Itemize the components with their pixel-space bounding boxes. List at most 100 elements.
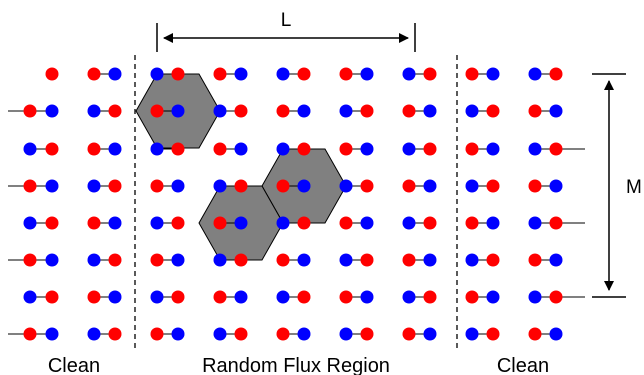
- blue-site: [234, 290, 248, 304]
- red-site: [108, 253, 122, 267]
- red-site: [549, 67, 563, 81]
- blue-site: [549, 327, 563, 341]
- blue-site: [108, 290, 122, 304]
- blue-site: [171, 327, 185, 341]
- blue-site: [465, 179, 479, 193]
- blue-site: [339, 327, 353, 341]
- height-label: M: [626, 177, 642, 198]
- red-site: [549, 142, 563, 156]
- blue-site: [150, 67, 164, 81]
- red-site: [108, 179, 122, 193]
- blue-site: [171, 104, 185, 118]
- red-site: [150, 179, 164, 193]
- blue-site: [339, 104, 353, 118]
- blue-site: [276, 142, 290, 156]
- blue-site: [87, 179, 101, 193]
- blue-site: [150, 290, 164, 304]
- red-site: [234, 179, 248, 193]
- blue-site: [528, 142, 542, 156]
- red-site: [213, 67, 227, 81]
- blue-site: [528, 67, 542, 81]
- red-site: [402, 253, 416, 267]
- red-site: [423, 67, 437, 81]
- red-site: [171, 142, 185, 156]
- red-site: [486, 104, 500, 118]
- blue-site: [528, 290, 542, 304]
- red-site: [339, 67, 353, 81]
- height-dimension: M: [592, 73, 642, 298]
- red-site: [171, 216, 185, 230]
- red-site: [297, 216, 311, 230]
- red-site: [213, 290, 227, 304]
- blue-site: [339, 179, 353, 193]
- red-site: [171, 290, 185, 304]
- blue-site: [423, 253, 437, 267]
- blue-site: [486, 142, 500, 156]
- blue-site: [213, 179, 227, 193]
- blue-site: [297, 327, 311, 341]
- blue-site: [486, 290, 500, 304]
- red-site: [339, 142, 353, 156]
- blue-site: [297, 179, 311, 193]
- blue-site: [423, 179, 437, 193]
- blue-site: [108, 216, 122, 230]
- red-site: [465, 290, 479, 304]
- blue-site: [234, 142, 248, 156]
- blue-site: [339, 253, 353, 267]
- blue-site: [150, 142, 164, 156]
- red-site: [486, 253, 500, 267]
- red-site: [234, 253, 248, 267]
- blue-site: [360, 142, 374, 156]
- red-site: [402, 104, 416, 118]
- lattice-sites: [23, 67, 563, 341]
- right-region-label: Clean: [497, 355, 549, 375]
- red-site: [23, 327, 37, 341]
- blue-site: [87, 327, 101, 341]
- red-site: [45, 290, 59, 304]
- blue-site: [45, 253, 59, 267]
- blue-site: [276, 290, 290, 304]
- blue-site: [360, 67, 374, 81]
- blue-site: [171, 179, 185, 193]
- red-site: [276, 179, 290, 193]
- red-site: [465, 142, 479, 156]
- blue-site: [402, 67, 416, 81]
- region-boundaries: [134, 55, 458, 350]
- red-site: [360, 253, 374, 267]
- width-label: L: [281, 10, 292, 31]
- red-site: [276, 253, 290, 267]
- red-site: [339, 290, 353, 304]
- blue-site: [276, 216, 290, 230]
- red-site: [423, 290, 437, 304]
- red-site: [45, 216, 59, 230]
- red-site: [549, 290, 563, 304]
- red-site: [150, 327, 164, 341]
- red-site: [297, 290, 311, 304]
- red-site: [423, 216, 437, 230]
- red-site: [87, 67, 101, 81]
- blue-site: [213, 327, 227, 341]
- blue-site: [297, 104, 311, 118]
- red-site: [150, 104, 164, 118]
- red-site: [528, 253, 542, 267]
- blue-site: [108, 142, 122, 156]
- red-site: [297, 67, 311, 81]
- red-site: [23, 253, 37, 267]
- red-site: [87, 216, 101, 230]
- blue-site: [108, 67, 122, 81]
- red-site: [486, 179, 500, 193]
- red-site: [276, 104, 290, 118]
- red-site: [360, 104, 374, 118]
- red-site: [23, 104, 37, 118]
- red-site: [402, 327, 416, 341]
- left-region-label: Clean: [48, 355, 100, 375]
- blue-site: [45, 327, 59, 341]
- blue-site: [486, 67, 500, 81]
- blue-site: [234, 216, 248, 230]
- red-site: [360, 179, 374, 193]
- blue-site: [87, 104, 101, 118]
- red-site: [465, 216, 479, 230]
- blue-site: [402, 142, 416, 156]
- red-site: [360, 327, 374, 341]
